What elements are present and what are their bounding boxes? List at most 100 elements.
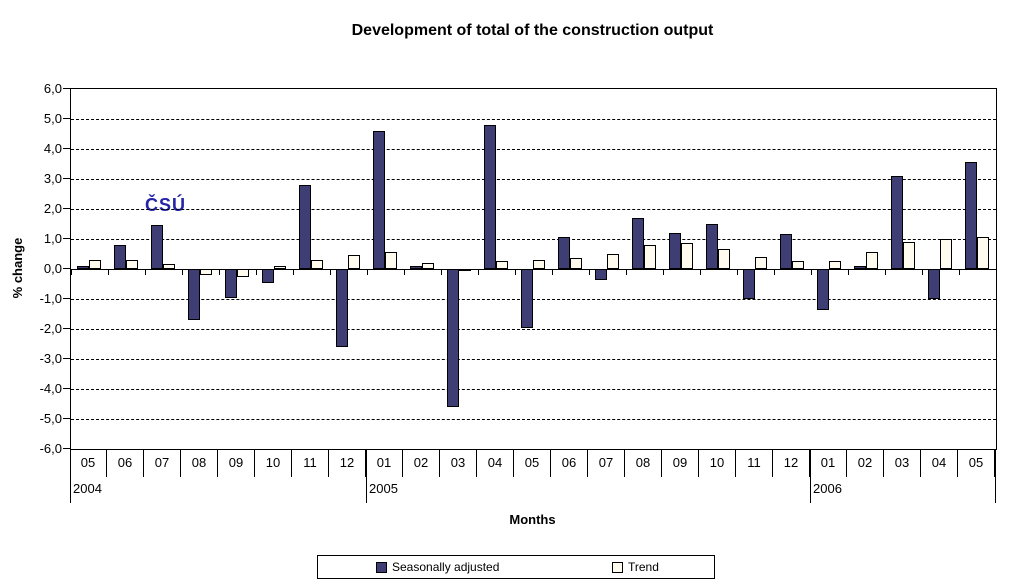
gridline <box>71 239 996 240</box>
gridline <box>71 149 996 150</box>
y-tick-label: -6,0 <box>39 441 62 456</box>
bar-trend <box>792 261 804 269</box>
x-tick-label-month: 06 <box>107 449 144 477</box>
x-axis-tick <box>959 269 960 275</box>
trend-swatch-icon <box>612 561 623 573</box>
gridline <box>71 299 996 300</box>
x-axis-tick <box>145 269 146 275</box>
year-separator <box>810 449 811 503</box>
y-tick-label: -1,0 <box>39 291 62 306</box>
x-tick-label-month: 09 <box>662 449 699 477</box>
bar-trend <box>200 269 212 275</box>
bar-seasonally-adjusted <box>447 269 459 407</box>
bar-seasonally-adjusted <box>336 269 348 347</box>
y-tick-label: -2,0 <box>39 321 62 336</box>
bar-trend <box>311 260 323 269</box>
bar-seasonally-adjusted <box>77 266 89 269</box>
gridline <box>71 419 996 420</box>
bar-trend <box>570 258 582 269</box>
bar-trend <box>607 254 619 269</box>
y-axis-tick <box>63 208 70 209</box>
chart-title: Development of total of the construction… <box>351 22 714 39</box>
bar-trend <box>348 255 360 269</box>
x-tick-label-month: 08 <box>625 449 662 477</box>
gridline <box>71 119 996 120</box>
bar-seasonally-adjusted <box>891 176 903 269</box>
bar-trend <box>496 261 508 269</box>
x-tick-label-month: 04 <box>477 449 514 477</box>
x-axis-tick <box>663 269 664 275</box>
x-axis-tick <box>367 269 368 275</box>
legend-item-seasonally-adjusted: Seasonally adjusted <box>376 560 499 574</box>
x-axis-zero-line <box>71 269 996 270</box>
x-tick-label-month: 01 <box>366 449 403 477</box>
x-axis-tick <box>996 269 997 275</box>
y-axis-tick <box>63 358 70 359</box>
bar-seasonally-adjusted <box>521 269 533 328</box>
bar-seasonally-adjusted <box>299 185 311 269</box>
bar-seasonally-adjusted <box>225 269 237 298</box>
y-tick-label: 1,0 <box>43 231 62 246</box>
x-tick-label-month: 12 <box>773 449 810 477</box>
bar-trend <box>644 245 656 269</box>
x-axis-tick <box>441 269 442 275</box>
x-tick-label-month: 03 <box>440 449 477 477</box>
y-tick-label: -5,0 <box>39 411 62 426</box>
x-tick-label-year: 2005 <box>369 481 398 496</box>
gridline <box>71 389 996 390</box>
x-tick-label-month: 02 <box>403 449 440 477</box>
y-axis-tick <box>63 328 70 329</box>
x-tick-label-month: 11 <box>736 449 773 477</box>
y-tick-label: 0,0 <box>43 261 62 276</box>
y-tick-label: -3,0 <box>39 351 62 366</box>
year-separator <box>70 449 71 503</box>
bar-seasonally-adjusted <box>151 225 163 269</box>
gridline <box>71 329 996 330</box>
y-tick-label: 6,0 <box>43 81 62 96</box>
y-axis-tick <box>63 448 70 449</box>
y-tick-label: 2,0 <box>43 201 62 216</box>
bar-trend <box>755 257 767 269</box>
x-axis-title: Months <box>509 512 556 527</box>
gridline <box>71 209 996 210</box>
legend-label: Seasonally adjusted <box>392 560 500 574</box>
y-axis-tick <box>63 238 70 239</box>
bar-trend <box>681 243 693 269</box>
x-axis-tick <box>885 269 886 275</box>
x-tick-label-month: 05 <box>70 449 107 477</box>
bar-seasonally-adjusted <box>262 269 274 283</box>
bar-seasonally-adjusted <box>484 125 496 269</box>
bar-trend <box>126 260 138 269</box>
year-separator <box>366 449 367 503</box>
x-tick-label-month: 07 <box>144 449 181 477</box>
x-axis-month-labels: 05 06 07 08 09 10 11 12 01 02 03 04 05 06 07 08 09 10 11 12… <box>70 449 995 477</box>
y-axis-tick <box>63 388 70 389</box>
x-tick-label-month: 12 <box>329 449 366 477</box>
y-tick-label: 3,0 <box>43 171 62 186</box>
bar-seasonally-adjusted <box>780 234 792 269</box>
x-axis-tick <box>71 269 72 275</box>
x-tick-label-month: 03 <box>884 449 921 477</box>
x-axis-tick <box>589 269 590 275</box>
x-axis-tick <box>478 269 479 275</box>
x-axis-tick <box>256 269 257 275</box>
x-tick-label-year: 2006 <box>813 481 842 496</box>
x-tick-label-month: 02 <box>847 449 884 477</box>
bar-seasonally-adjusted <box>373 131 385 269</box>
x-tick-label-month: 11 <box>292 449 329 477</box>
x-axis-tick <box>293 269 294 275</box>
x-axis-tick <box>700 269 701 275</box>
bar-trend <box>940 239 952 269</box>
x-axis-tick <box>515 269 516 275</box>
legend-item-trend: Trend <box>612 560 659 574</box>
x-axis-tick <box>552 269 553 275</box>
bar-seasonally-adjusted <box>410 266 422 269</box>
y-axis-tick <box>63 148 70 149</box>
y-axis-tick <box>63 88 70 89</box>
bar-trend <box>533 260 545 269</box>
x-axis-tick <box>811 269 812 275</box>
legend-label: Trend <box>628 560 659 574</box>
bar-trend <box>237 269 249 277</box>
x-tick-label-year: 2004 <box>73 481 102 496</box>
seasonally-adjusted-swatch-icon <box>376 561 387 573</box>
